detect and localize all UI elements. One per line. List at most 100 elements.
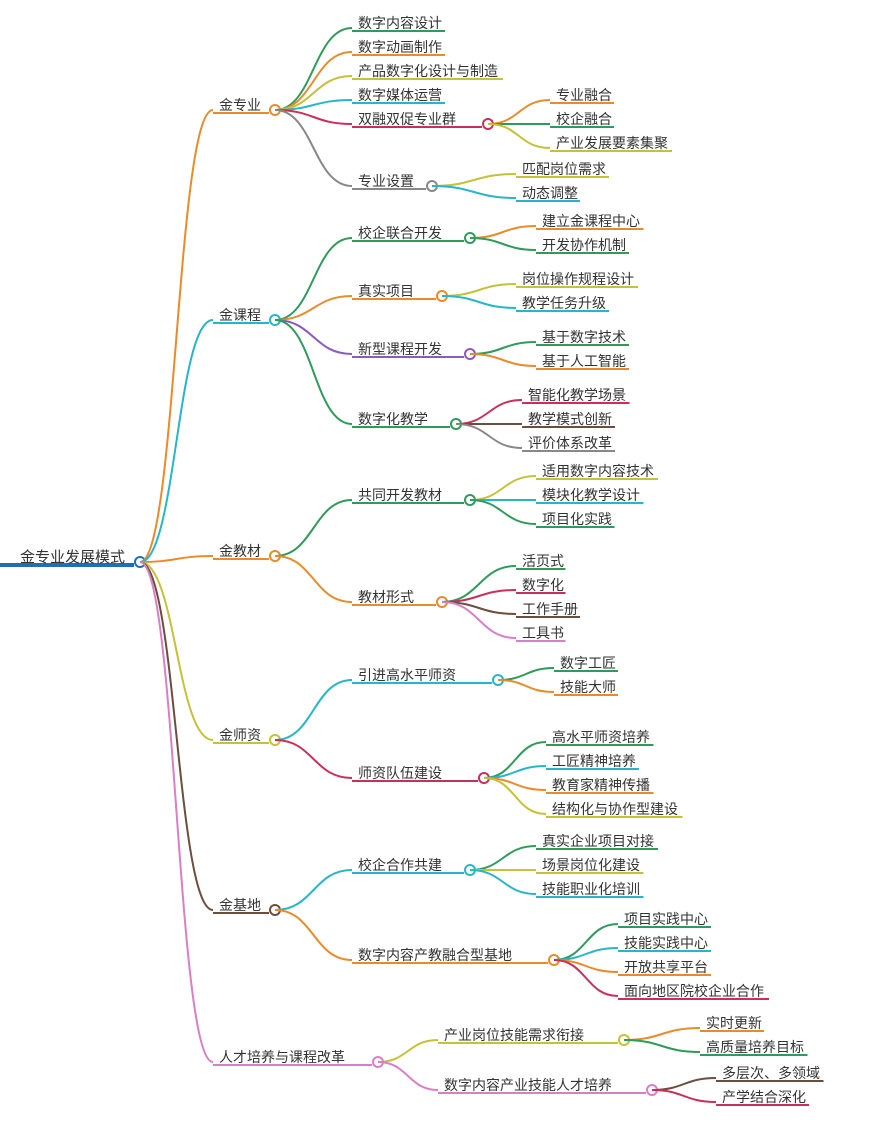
edge xyxy=(275,320,352,354)
l1-label: 金课程 xyxy=(219,307,261,323)
l2-label: 教材形式 xyxy=(358,589,414,605)
l3-label: 技能职业化培训 xyxy=(542,881,640,897)
l2-label: 专业设置 xyxy=(358,173,414,189)
l2-label: 校企联合开发 xyxy=(358,225,442,241)
l3-label: 基于人工智能 xyxy=(542,353,626,369)
l3-label: 基于数字技术 xyxy=(542,329,626,345)
l3-label: 智能化教学场景 xyxy=(528,387,626,403)
l3-label: 数字化 xyxy=(522,577,564,593)
l3-label: 评价体系改革 xyxy=(528,435,612,451)
edge xyxy=(488,100,550,124)
edge xyxy=(470,476,536,500)
edge xyxy=(498,668,554,680)
edge xyxy=(275,320,352,424)
l3-label: 实时更新 xyxy=(706,1015,762,1031)
l3-label: 开发协作机制 xyxy=(542,237,626,253)
l1-label: 金师资 xyxy=(219,727,261,743)
l3-label: 高质量培养目标 xyxy=(706,1039,804,1055)
edge xyxy=(140,562,213,1062)
l3-label: 动态调整 xyxy=(522,185,578,201)
l2-label: 数字内容产业技能人才培养 xyxy=(444,1077,612,1093)
l3-label: 开放共享平台 xyxy=(624,959,708,975)
l2-label: 数字内容设计 xyxy=(358,15,442,31)
edge xyxy=(140,562,213,740)
l2-label: 双融双促专业群 xyxy=(358,111,456,127)
l3-label: 产学结合深化 xyxy=(722,1089,806,1105)
l3-label: 工具书 xyxy=(522,625,564,641)
l3-label: 项目实践中心 xyxy=(624,911,708,927)
edge xyxy=(456,400,522,424)
l3-label: 技能实践中心 xyxy=(624,935,708,951)
edge xyxy=(140,556,213,562)
edge xyxy=(470,846,536,870)
l3-label: 匹配岗位需求 xyxy=(522,161,606,177)
l2-label: 引进高水平师资 xyxy=(358,667,456,683)
edge xyxy=(432,186,516,198)
l3-label: 教育家精神传播 xyxy=(552,777,650,793)
l3-label: 工匠精神培养 xyxy=(552,753,636,769)
edge xyxy=(275,740,352,778)
l3-label: 多层次、多领域 xyxy=(722,1065,820,1081)
l3-label: 面向地区院校企业合作 xyxy=(624,983,764,999)
edge xyxy=(470,500,536,524)
l3-label: 项目化实践 xyxy=(542,511,612,527)
l3-label: 结构化与协作型建设 xyxy=(552,801,678,817)
l3-label: 适用数字内容技术 xyxy=(542,463,654,479)
l2-label: 数字内容产教融合型基地 xyxy=(358,947,512,963)
edge xyxy=(652,1090,716,1102)
edge xyxy=(275,28,352,110)
edge xyxy=(140,562,213,910)
mindmap-canvas: 金专业发展模式金专业金课程金教材金师资金基地人才培养与课程改革数字内容设计数字动… xyxy=(0,0,878,1127)
edge xyxy=(470,226,536,238)
edge xyxy=(470,354,536,366)
l3-label: 专业融合 xyxy=(556,87,612,103)
l1-label: 金基地 xyxy=(219,897,261,913)
edge xyxy=(470,870,536,894)
l2-label: 校企合作共建 xyxy=(358,857,442,873)
l2-label: 师资队伍建设 xyxy=(358,765,442,781)
edge xyxy=(488,124,550,148)
edge xyxy=(378,1040,438,1062)
edge xyxy=(275,500,352,556)
l3-label: 技能大师 xyxy=(560,679,616,695)
l1-label: 金专业 xyxy=(219,97,261,113)
l3-label: 教学任务升级 xyxy=(522,295,606,311)
edge xyxy=(456,424,522,448)
l3-label: 数字工匠 xyxy=(560,655,616,671)
l3-label: 活页式 xyxy=(522,553,564,569)
edge xyxy=(140,320,213,562)
l2-label: 产品数字化设计与制造 xyxy=(358,63,498,79)
edge xyxy=(378,1062,438,1090)
edge xyxy=(275,556,352,602)
l3-label: 真实企业项目对接 xyxy=(542,833,654,849)
edge xyxy=(275,680,352,740)
edge xyxy=(624,1028,700,1040)
l3-label: 建立金课程中心 xyxy=(542,213,640,229)
edge xyxy=(470,342,536,354)
root-label: 金专业发展模式 xyxy=(20,549,125,566)
l2-label: 真实项目 xyxy=(358,283,414,299)
edge xyxy=(442,296,516,308)
l3-label: 模块化教学设计 xyxy=(542,487,640,503)
l1-label: 人才培养与课程改革 xyxy=(219,1049,345,1065)
edge xyxy=(275,910,352,960)
l3-label: 工作手册 xyxy=(522,601,578,617)
l3-label: 产业发展要素集聚 xyxy=(556,135,668,151)
edge xyxy=(140,110,213,562)
l3-label: 高水平师资培养 xyxy=(552,729,650,745)
l3-label: 教学模式创新 xyxy=(528,411,612,427)
edge xyxy=(624,1040,700,1052)
edge xyxy=(470,238,536,250)
l3-label: 校企融合 xyxy=(556,111,612,127)
l2-label: 数字媒体运营 xyxy=(358,87,442,103)
edge xyxy=(432,174,516,186)
edge xyxy=(652,1078,716,1090)
l2-label: 共同开发教材 xyxy=(358,487,442,503)
l1-label: 金教材 xyxy=(219,543,261,559)
edge xyxy=(275,870,352,910)
edge xyxy=(275,110,352,186)
l2-label: 产业岗位技能需求衔接 xyxy=(444,1027,584,1043)
l2-label: 新型课程开发 xyxy=(358,341,442,357)
l3-label: 场景岗位化建设 xyxy=(542,857,640,873)
edge xyxy=(442,284,516,296)
